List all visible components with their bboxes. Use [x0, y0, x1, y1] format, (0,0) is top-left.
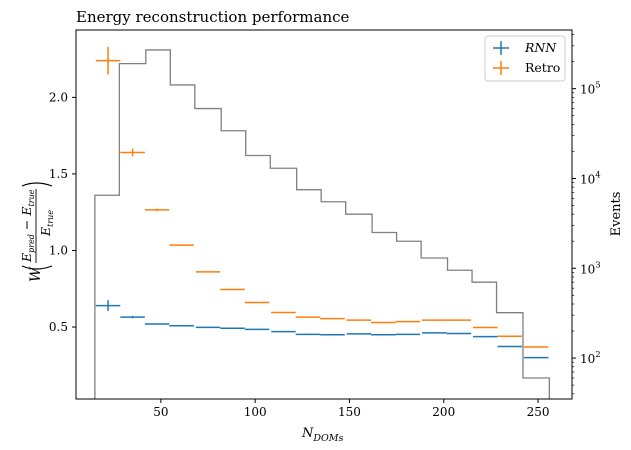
y2-tick-label: 104	[580, 170, 601, 186]
histogram-bin	[397, 241, 422, 399]
data-point	[472, 326, 498, 329]
histogram-bin	[372, 233, 397, 399]
histogram-layer	[94, 49, 551, 399]
histogram-bin	[346, 214, 372, 399]
y-axis-left: 0.5 1.0 1.5 2.0	[49, 90, 76, 334]
data-point	[446, 319, 472, 321]
data-point	[271, 311, 296, 314]
y-axis-label-denominator: Etrue	[38, 210, 55, 237]
histogram-bin	[321, 202, 346, 399]
histogram-outline	[94, 49, 551, 399]
histogram-bin	[119, 64, 145, 399]
histogram-bin	[195, 109, 221, 399]
data-point	[295, 333, 321, 336]
y-tick-label: 1.0	[49, 243, 68, 257]
data-point	[295, 316, 321, 318]
data-point	[220, 327, 245, 330]
x-tick-label: 250	[527, 405, 550, 419]
histogram-bin	[95, 195, 120, 399]
data-point	[523, 346, 549, 348]
series-rnn	[95, 300, 549, 359]
data-point	[120, 315, 145, 319]
legend-label-retro: Retro	[525, 60, 560, 75]
histogram-bin	[497, 313, 523, 399]
y2-tick-label: 102	[580, 350, 601, 366]
data-point	[346, 333, 372, 335]
legend-label-rnn: RNN	[524, 40, 557, 55]
data-point	[320, 333, 345, 336]
x-axis-label: NDOMs	[301, 426, 344, 444]
data-point	[371, 321, 396, 324]
data-point	[446, 332, 472, 335]
y2-tick-label: 105	[580, 81, 601, 97]
histogram-bin	[523, 378, 549, 399]
histogram-bin	[246, 156, 271, 399]
data-point	[497, 345, 523, 348]
histogram-bin	[270, 168, 296, 399]
y2-tick-label: 103	[580, 260, 601, 276]
data-point	[497, 335, 523, 337]
data-point	[244, 328, 270, 331]
x-tick-label: 150	[338, 405, 361, 419]
series-retro	[95, 46, 549, 348]
data-point	[195, 271, 221, 273]
legend: RNN Retro	[484, 35, 566, 82]
data-point	[220, 288, 245, 291]
data-point	[195, 326, 221, 329]
data-point	[144, 323, 170, 325]
y-axis-label: W Epred−Etrue Etrue	[19, 182, 55, 282]
x-axis: 50 100 150 200 250	[153, 399, 550, 419]
data-point	[395, 333, 421, 336]
histogram-bin	[170, 85, 195, 399]
data-point	[422, 332, 447, 334]
chart-title: Energy reconstruction performance	[76, 8, 350, 26]
histogram-bin	[297, 190, 322, 399]
data-point	[523, 356, 549, 359]
data-point	[320, 317, 345, 320]
histogram-bin	[448, 270, 473, 399]
data-point	[472, 335, 498, 338]
y-axis-label-numerator: Epred−Etrue	[19, 189, 36, 263]
data-point	[371, 333, 396, 336]
x-tick-label: 200	[432, 405, 455, 419]
y-axis-label-w: W	[28, 266, 44, 282]
legend-entry-rnn: RNN	[493, 40, 557, 55]
histogram-bin	[146, 50, 171, 399]
y-axis-label-paren-left	[21, 265, 53, 270]
histogram-bin	[472, 282, 497, 399]
y-tick-label: 2.0	[49, 90, 68, 104]
histogram-bin	[221, 131, 246, 399]
data-point	[144, 208, 170, 212]
x-axis-label-sub: DOMs	[312, 433, 343, 444]
histogram-bin	[421, 258, 447, 399]
legend-entry-retro: Retro	[493, 60, 560, 75]
y-tick-label: 0.5	[49, 320, 68, 334]
data-point	[95, 300, 121, 311]
y-axis-right: 102 103 104 105	[572, 34, 601, 395]
series-layer	[95, 46, 549, 359]
x-tick-label: 50	[153, 405, 168, 419]
y2-axis-label: Events	[609, 192, 624, 237]
data-point	[169, 325, 194, 327]
data-point	[244, 301, 270, 304]
data-point	[95, 46, 121, 75]
x-tick-label: 100	[244, 405, 267, 419]
data-point	[346, 319, 372, 321]
data-point	[271, 330, 296, 333]
data-point	[395, 320, 421, 323]
y-tick-label: 1.5	[49, 167, 68, 181]
x-axis-label-base: N	[301, 426, 314, 441]
data-point	[120, 148, 145, 157]
data-point	[169, 244, 194, 246]
y-axis-label-paren-right	[21, 182, 53, 187]
data-point	[422, 319, 447, 321]
